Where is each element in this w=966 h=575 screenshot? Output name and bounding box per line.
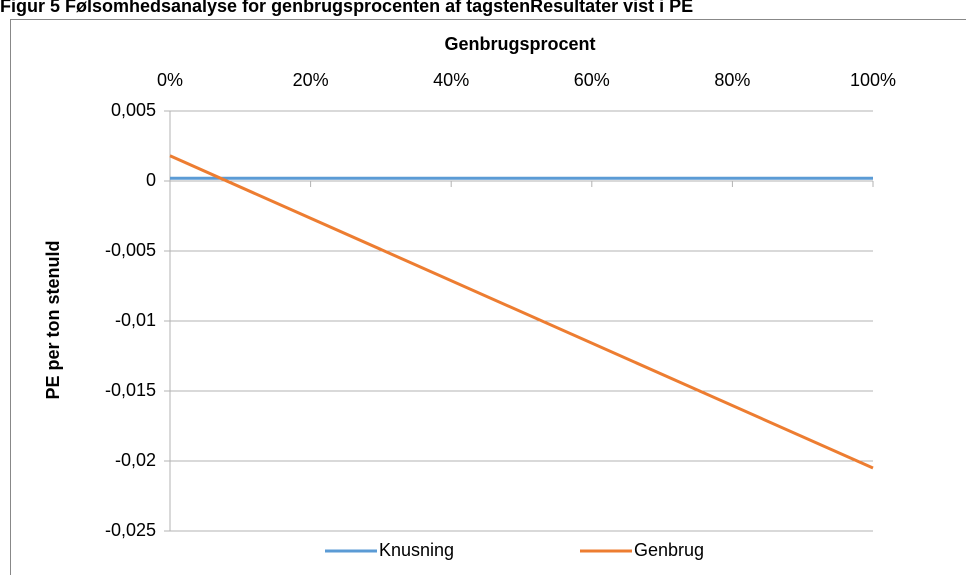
x-tick-label: 60% xyxy=(574,70,610,90)
data-line xyxy=(169,154,874,470)
x-tick-label: 20% xyxy=(293,70,329,90)
x-tick-label: 100% xyxy=(850,70,896,90)
x-tick-label: 80% xyxy=(714,70,750,90)
y-axis-label: PE per ton stenuld xyxy=(43,240,63,399)
y-tick-label: -0,02 xyxy=(115,450,156,470)
legend-label: Knusning xyxy=(379,540,454,560)
x-tick-label: 0% xyxy=(157,70,183,90)
chart-title: Figur 5 Følsomhedsanalyse for genbrugspr… xyxy=(0,0,693,16)
y-tick-label: -0,025 xyxy=(105,520,156,540)
x-tick-label: 40% xyxy=(433,70,469,90)
y-tick-label: -0,01 xyxy=(115,310,156,330)
y-tick-label: 0 xyxy=(146,170,156,190)
y-tick-label: 0,005 xyxy=(111,100,156,120)
chart-frame xyxy=(10,19,966,575)
x-axis-label: Genbrugsprocent xyxy=(444,34,595,54)
y-tick-label: -0,015 xyxy=(105,380,156,400)
y-tick-label: -0,005 xyxy=(105,240,156,260)
legend-label: Genbrug xyxy=(634,540,704,560)
